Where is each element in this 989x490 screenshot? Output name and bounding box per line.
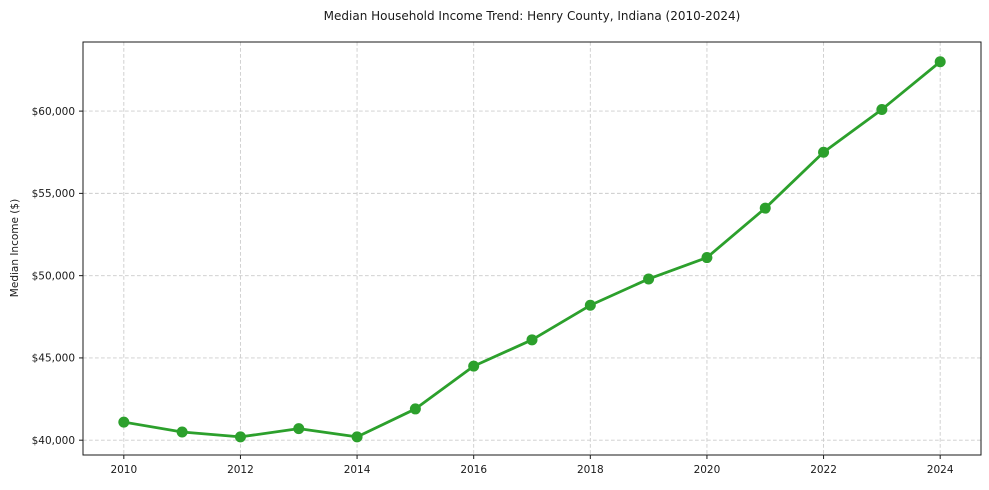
data-point <box>759 202 771 214</box>
x-tick-label: 2010 <box>110 464 137 476</box>
x-tick-label: 2012 <box>227 464 254 476</box>
x-tick-label: 2016 <box>460 464 487 476</box>
data-point <box>818 146 830 158</box>
data-point <box>701 252 713 264</box>
data-point <box>526 334 538 346</box>
data-point <box>643 273 655 285</box>
data-point <box>409 403 421 415</box>
data-point <box>118 416 130 428</box>
y-tick-label: $60,000 <box>32 106 75 118</box>
data-point <box>468 360 480 372</box>
y-tick-label: $50,000 <box>32 270 75 282</box>
x-tick-label: 2024 <box>927 464 954 476</box>
data-point <box>584 299 596 311</box>
y-tick-label: $40,000 <box>32 435 75 447</box>
chart-title: Median Household Income Trend: Henry Cou… <box>323 9 741 23</box>
x-tick-label: 2018 <box>577 464 604 476</box>
data-point <box>934 56 946 68</box>
data-line <box>122 60 942 439</box>
y-tick-label: $45,000 <box>32 353 75 365</box>
x-tick-label: 2014 <box>344 464 371 476</box>
y-tick-label: $55,000 <box>32 188 75 200</box>
data-point <box>293 423 305 435</box>
plot-border <box>82 41 982 456</box>
data-point <box>351 431 363 443</box>
x-tick-label: 2022 <box>810 464 837 476</box>
data-point <box>234 431 246 443</box>
data-point <box>176 426 188 438</box>
x-tick-label: 2020 <box>694 464 721 476</box>
data-point <box>876 103 888 115</box>
